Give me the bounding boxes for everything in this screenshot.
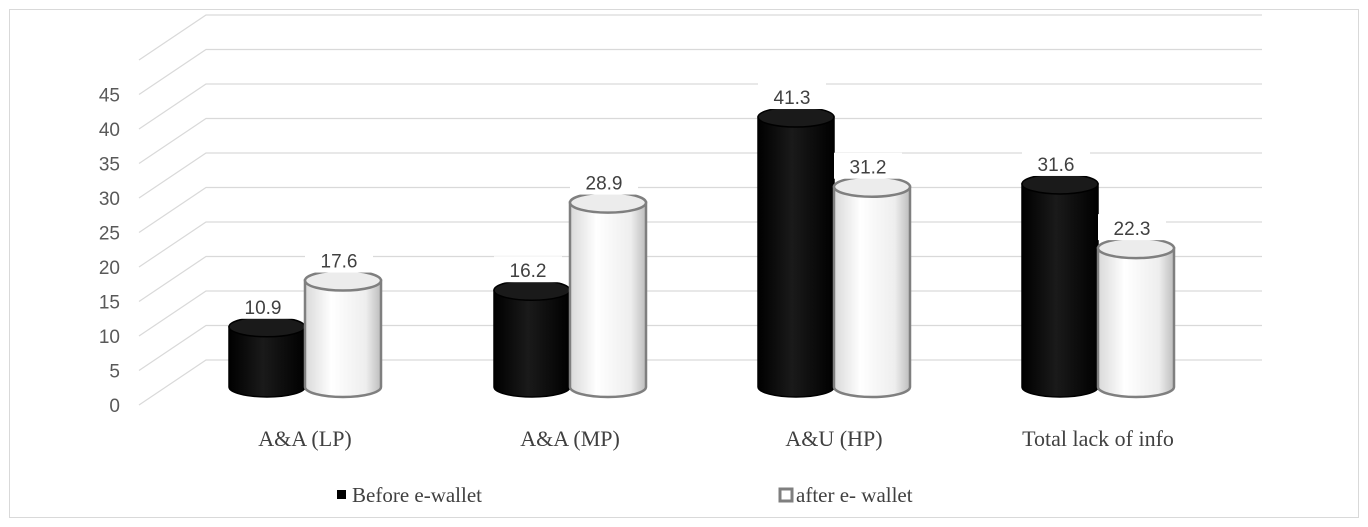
y-tick-label: 30 xyxy=(99,189,120,210)
data-label-group: 41.3 xyxy=(758,83,826,110)
x-category-label: A&U (HP) xyxy=(785,426,882,451)
data-label-box xyxy=(1098,214,1166,241)
legend-swatch xyxy=(337,490,346,499)
x-category-label: Total lack of info xyxy=(1022,426,1174,451)
bar-top xyxy=(228,316,306,338)
data-label-group: 16.2 xyxy=(494,256,562,283)
x-category-label: A&A (MP) xyxy=(520,426,620,451)
bar-body xyxy=(832,185,912,399)
bar-body xyxy=(1096,246,1176,399)
bars xyxy=(228,106,1176,399)
gridline xyxy=(138,152,1262,199)
bar-top xyxy=(757,106,835,128)
data-label-group: 28.9 xyxy=(570,168,638,195)
y-tick-label: 45 xyxy=(99,86,120,107)
data-label-group: 22.3 xyxy=(1098,214,1166,241)
bar-body xyxy=(228,326,306,398)
y-tick-label: 40 xyxy=(99,120,120,141)
legend-swatch xyxy=(778,487,794,503)
data-label-group: 31.6 xyxy=(1022,149,1090,176)
legend-label: after e- wallet xyxy=(796,483,913,507)
bar-body xyxy=(493,289,571,398)
data-label-group: 17.6 xyxy=(305,246,373,273)
y-tick-label: 35 xyxy=(99,155,120,176)
y-axis-ticks: 0 5 10 15 20 25 30 35 40 45 xyxy=(99,86,120,418)
data-label: 31.6 xyxy=(1038,155,1075,176)
data-label-box xyxy=(570,168,638,195)
y-tick-label: 15 xyxy=(99,293,120,314)
data-label: 28.9 xyxy=(586,174,623,195)
data-label-group: 10.9 xyxy=(229,292,297,319)
data-labels: 10.9 17.6 16.2 28.9 41.3 31.2 31.6 22.3 xyxy=(229,83,1166,319)
y-tick-label: 25 xyxy=(99,224,120,245)
gridline xyxy=(138,83,1262,130)
data-label: 10.9 xyxy=(245,298,282,319)
bar-body xyxy=(1021,183,1099,398)
data-label-box xyxy=(305,246,373,273)
bar-after xyxy=(568,191,648,399)
bar-top xyxy=(303,269,383,292)
bar-top xyxy=(832,175,912,198)
gridline xyxy=(138,117,1262,164)
data-label-group: 31.2 xyxy=(834,152,902,179)
data-label-box xyxy=(758,83,826,110)
data-label-box xyxy=(494,256,562,283)
legend-label: Before e-wallet xyxy=(352,483,482,507)
y-tick-label: 20 xyxy=(99,258,120,279)
bar-body xyxy=(568,201,648,399)
legend: Before e-wallet after e- wallet xyxy=(337,483,913,507)
x-axis-categories: A&A (LP) A&A (MP) A&U (HP) Total lack of in… xyxy=(258,426,1174,451)
bar-top xyxy=(1021,173,1099,195)
bar-before xyxy=(228,316,306,398)
bar-body xyxy=(303,279,383,399)
bar-before xyxy=(1021,173,1099,398)
bar-top xyxy=(1096,236,1176,260)
gridline xyxy=(138,14,1262,61)
data-label-box xyxy=(834,152,902,179)
x-category-label: A&A (LP) xyxy=(258,426,352,451)
y-tick-label: 0 xyxy=(109,396,120,417)
bar-after xyxy=(832,175,912,399)
data-label: 41.3 xyxy=(774,88,811,109)
bar-after xyxy=(303,269,383,399)
data-label-box xyxy=(229,292,297,319)
data-label: 16.2 xyxy=(510,261,547,282)
gridline xyxy=(138,48,1262,95)
data-label-box xyxy=(1022,149,1090,176)
bar-top xyxy=(493,279,571,301)
data-label: 17.6 xyxy=(321,252,358,273)
bar-body xyxy=(757,116,835,398)
y-tick-label: 5 xyxy=(109,362,120,383)
bar-before xyxy=(493,279,571,398)
data-label: 22.3 xyxy=(1114,219,1151,240)
bar-top xyxy=(568,191,648,214)
y-tick-label: 10 xyxy=(99,327,120,348)
data-label: 31.2 xyxy=(850,158,887,179)
bar-after xyxy=(1096,236,1176,399)
bar-before xyxy=(757,106,835,398)
